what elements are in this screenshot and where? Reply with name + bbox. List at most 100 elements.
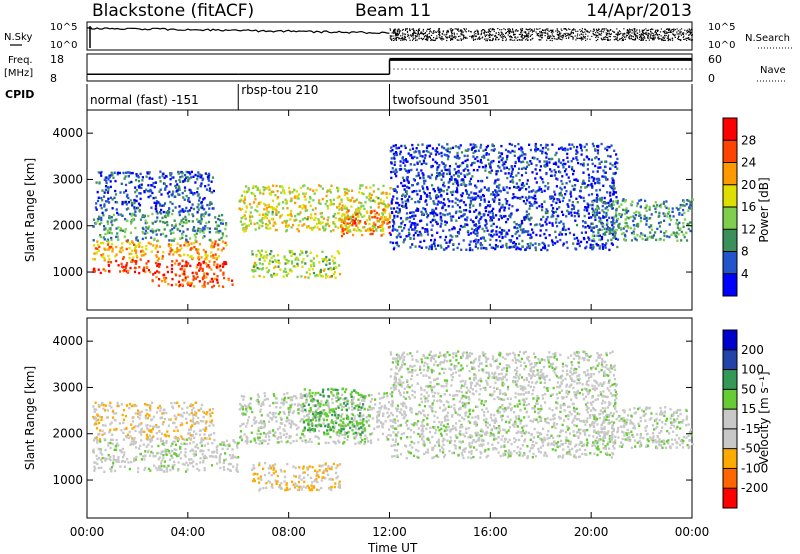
scatter-cell (138, 266, 141, 269)
scatter-cell (208, 174, 211, 177)
nsky-dot (581, 39, 583, 41)
nsky-dot (402, 39, 404, 41)
scatter-cell (134, 262, 138, 265)
scatter-cell (515, 182, 518, 185)
scatter-cell (185, 260, 188, 263)
scatter-cell (265, 256, 268, 260)
scatter-cell (588, 238, 591, 241)
scatter-cell (132, 256, 135, 259)
scatter-cell (456, 188, 459, 191)
nsky-dot (428, 33, 430, 35)
nsky-dot (514, 36, 516, 38)
scatter-cell (508, 246, 511, 249)
scatter-cell (258, 213, 261, 216)
nsky-dot (603, 28, 605, 30)
nsky-dot (472, 36, 474, 38)
nsky-dot (460, 38, 462, 40)
scatter-cell (524, 167, 527, 170)
scatter-cell (475, 228, 478, 231)
scatter-cell (179, 254, 182, 257)
scatter-cell (648, 208, 651, 211)
nsky-dot (475, 35, 477, 37)
scatter-cell (357, 219, 360, 222)
scatter-cell (299, 253, 302, 256)
scatter-cell (564, 193, 567, 196)
nsky-dot (664, 36, 666, 38)
scatter-cell (320, 274, 323, 278)
scatter-cell (448, 239, 452, 242)
scatter-cell (593, 239, 596, 243)
scatter-cell (221, 232, 224, 235)
scatter-cell (561, 163, 564, 167)
scatter-cell (445, 172, 449, 176)
nsky-dot (450, 32, 453, 34)
scatter-cell (186, 262, 189, 265)
nsky-dot (688, 31, 690, 33)
nsky-dot (531, 31, 533, 33)
nsky-dot (601, 38, 603, 41)
scatter-cell (393, 214, 396, 218)
nsky-dot (634, 37, 637, 39)
scatter-cell (530, 236, 533, 239)
scatter-cell (188, 200, 191, 203)
scatter-cell (425, 203, 428, 206)
nsky-dot (682, 33, 684, 35)
scatter-cell (606, 206, 609, 209)
scatter-cell (454, 197, 457, 200)
scatter-cell (681, 213, 684, 216)
scatter-cell (381, 229, 385, 232)
nsky-dot (424, 32, 427, 34)
scatter-cell (545, 218, 548, 221)
scatter-cell (564, 149, 567, 152)
scatter-cell (598, 188, 602, 192)
scatter-cell (426, 216, 429, 219)
nsky-dot (475, 33, 477, 35)
scatter-cell (687, 227, 690, 231)
scatter-cell (506, 200, 509, 203)
nsky-dot (544, 29, 546, 31)
scatter-cell (275, 205, 279, 208)
scatter-cell (304, 198, 307, 201)
nsky-dot (563, 28, 565, 30)
scatter-cell (606, 222, 609, 225)
nsky-dot (394, 28, 396, 31)
nsky-dot (641, 34, 643, 36)
scatter-cell (171, 212, 174, 216)
scatter-cell (144, 232, 147, 235)
scatter-cell (163, 182, 166, 186)
scatter-cell (478, 225, 481, 229)
scatter-cell (465, 248, 468, 251)
scatter-cell (442, 181, 445, 184)
scatter-cell (309, 226, 312, 230)
nsky-dot (484, 30, 486, 32)
freq-label-line1: Freq. (8, 55, 33, 66)
scatter-cell (516, 196, 519, 200)
scatter-cell (388, 225, 392, 229)
scatter-cell (352, 213, 355, 216)
scatter-cell (193, 233, 196, 237)
nsky-dot (526, 29, 529, 31)
nsky-dot (432, 39, 434, 41)
scatter-cell (467, 169, 470, 172)
nsky-dot (603, 29, 605, 31)
nsky-dot (492, 39, 494, 41)
scatter-cell (667, 210, 670, 214)
scatter-cell (197, 203, 200, 206)
scatter-cell (430, 228, 433, 231)
scatter-cell (295, 190, 298, 193)
scatter-cell (594, 199, 597, 202)
nsky-dot (403, 38, 405, 40)
nsky-dot (584, 31, 586, 33)
scatter-cell (545, 228, 548, 232)
scatter-cell (393, 216, 396, 219)
scatter-cell (584, 221, 587, 224)
scatter-cell (275, 212, 278, 215)
scatter-cell (184, 179, 187, 183)
scatter-cell (457, 242, 461, 246)
scatter-cell (340, 198, 343, 201)
nsky-dot (671, 28, 673, 31)
scatter-cell (597, 177, 600, 180)
scatter-cell (351, 219, 354, 222)
nsky-dot (419, 32, 422, 35)
scatter-cell (176, 183, 179, 186)
